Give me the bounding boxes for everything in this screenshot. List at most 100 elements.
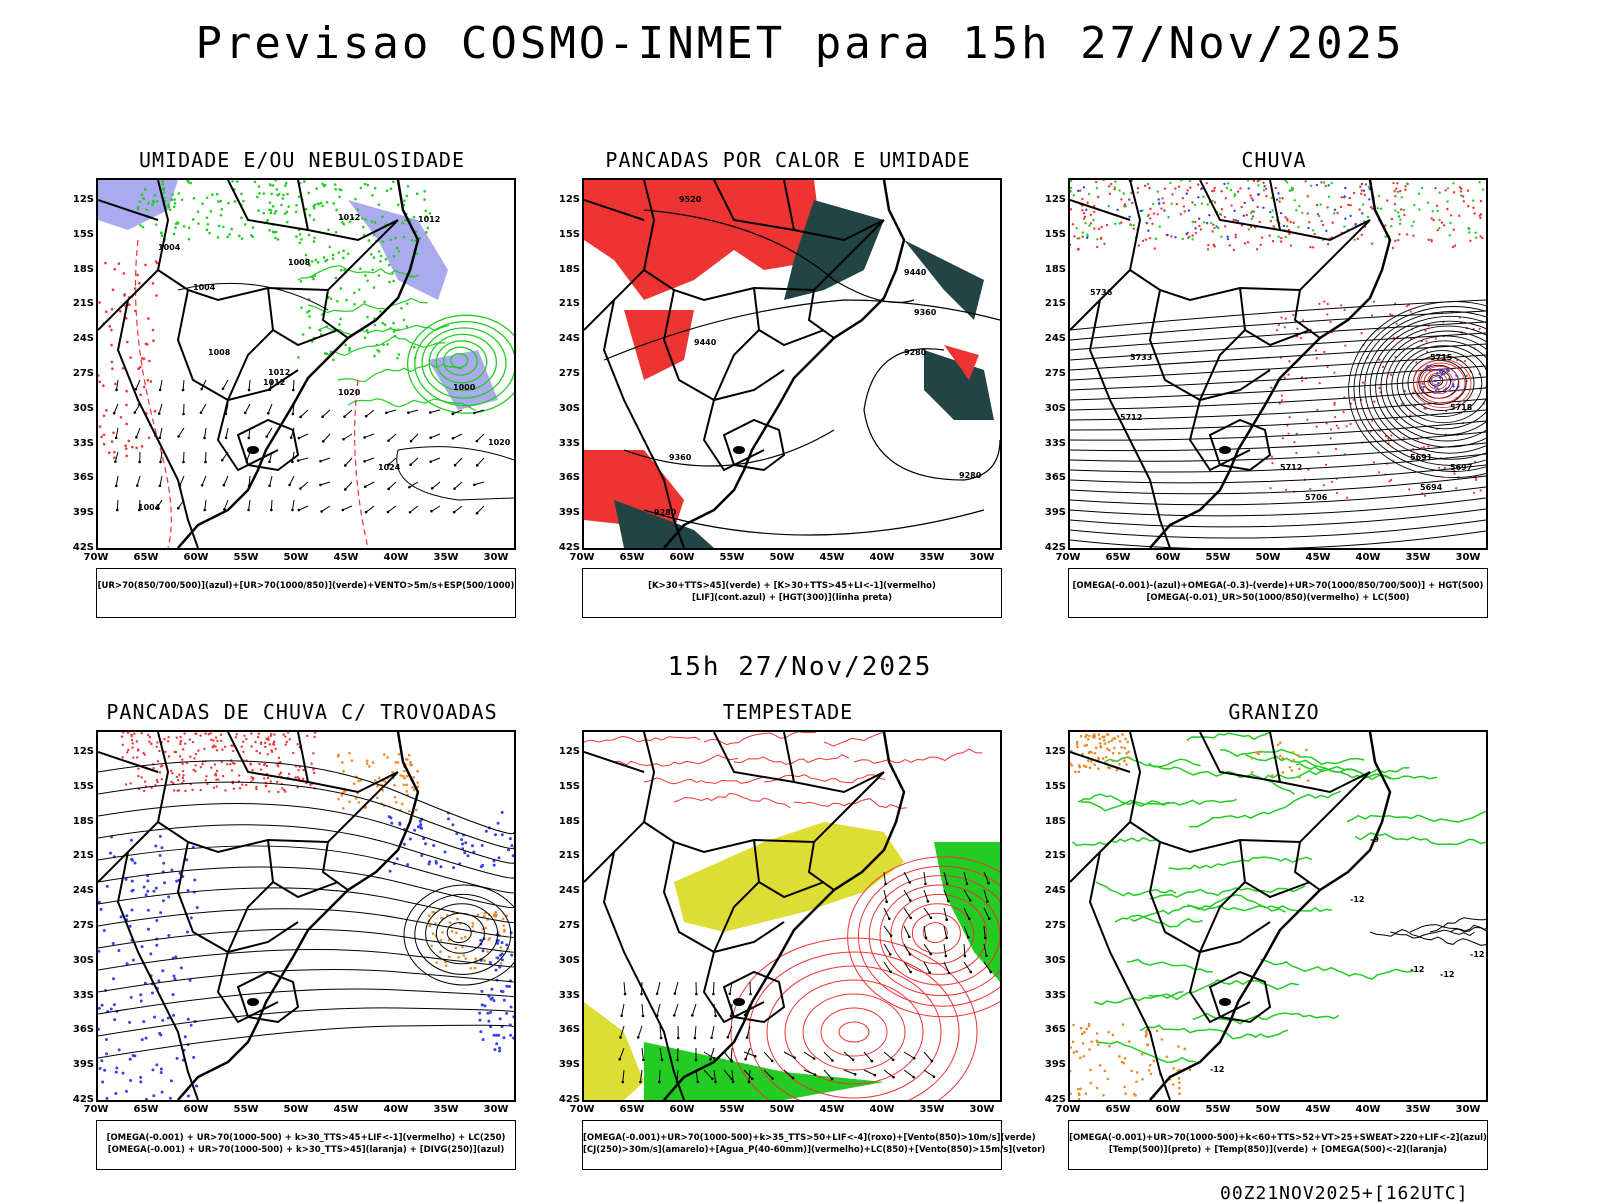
lon-tick-label: 35W	[912, 1104, 952, 1115]
lon-tick-label: 45W	[1298, 552, 1338, 563]
lat-tick-label: 33S	[64, 990, 94, 1001]
map-canvas	[98, 732, 514, 1100]
lat-tick-label: 36S	[550, 1024, 580, 1035]
lon-tick-label: 60W	[1148, 552, 1188, 563]
contour-label: 1024	[378, 463, 401, 472]
lon-tick-label: 35W	[1398, 552, 1438, 563]
contour-label: -12	[1410, 965, 1424, 974]
lon-tick-label: 70W	[1048, 1104, 1088, 1115]
lon-tick-label: 55W	[226, 1104, 266, 1115]
contour-label: 9440	[904, 268, 927, 277]
contour-label: 9360	[669, 453, 692, 462]
lon-tick-label: 30W	[476, 1104, 516, 1115]
lon-tick-label: 30W	[1448, 552, 1488, 563]
lat-tick-label: 15S	[550, 781, 580, 792]
map-canvas	[584, 732, 1000, 1100]
lat-tick-label: 18S	[64, 816, 94, 827]
panel-legend: [OMEGA(-0.001)+UR>70(1000-500)+k>35_TTS>…	[582, 1120, 1002, 1170]
lon-tick-label: 60W	[176, 552, 216, 563]
map-granizo: -12-12-12-12-12-9	[1068, 730, 1488, 1102]
lon-tick-label: 40W	[376, 552, 416, 563]
lon-tick-label: 40W	[862, 1104, 902, 1115]
legend-line: [K>30+TTS>45](verde) + [K>30+TTS>45+LI<-…	[583, 580, 1001, 592]
contour-label: 1012	[418, 215, 440, 224]
lat-tick-label: 30S	[1036, 403, 1066, 414]
contour-label: 1008	[288, 258, 311, 267]
panel-trovoadas: PANCADAS DE CHUVA C/ TROVOADAS [OMEGA(-0…	[52, 700, 552, 1200]
lon-tick-label: 65W	[126, 552, 166, 563]
lat-tick-label: 33S	[1036, 438, 1066, 449]
lon-tick-label: 45W	[812, 552, 852, 563]
lon-tick-label: 65W	[126, 1104, 166, 1115]
lat-tick-label: 27S	[1036, 920, 1066, 931]
lon-tick-label: 60W	[176, 1104, 216, 1115]
contour-label: 1004	[193, 283, 216, 292]
lon-tick-label: 70W	[76, 1104, 116, 1115]
contour-label: 5733	[1130, 353, 1152, 362]
lat-tick-label: 39S	[1036, 507, 1066, 518]
lon-tick-label: 50W	[1248, 1104, 1288, 1115]
lon-tick-label: 35W	[426, 552, 466, 563]
contour-label: 1012	[268, 368, 290, 377]
lat-tick-label: 15S	[64, 229, 94, 240]
forecast-time-label: 15h 27/Nov/2025	[0, 652, 1600, 682]
contour-label: 9280	[904, 348, 927, 357]
lat-tick-label: 39S	[64, 1059, 94, 1070]
lat-tick-label: 18S	[64, 264, 94, 275]
contour-label: 1020	[488, 438, 511, 447]
contour-label: 1020	[338, 388, 361, 397]
lon-tick-label: 30W	[962, 1104, 1002, 1115]
contour-label: 1012	[338, 213, 360, 222]
lat-tick-label: 30S	[1036, 955, 1066, 966]
lon-tick-label: 60W	[1148, 1104, 1188, 1115]
lat-tick-label: 21S	[64, 850, 94, 861]
panel-legend: [OMEGA(-0.001)+UR>70(1000-500)+k<60+TTS>…	[1068, 1120, 1488, 1170]
lon-tick-label: 40W	[376, 1104, 416, 1115]
lon-tick-label: 40W	[862, 552, 902, 563]
lat-tick-label: 27S	[64, 920, 94, 931]
lat-tick-label: 33S	[1036, 990, 1066, 1001]
lat-tick-label: 39S	[550, 1059, 580, 1070]
lat-tick-label: 36S	[1036, 1024, 1066, 1035]
contour-label: 5712	[1280, 463, 1302, 472]
lon-tick-label: 50W	[276, 552, 316, 563]
lat-tick-label: 27S	[550, 368, 580, 379]
contour-label: 5718	[1450, 403, 1473, 412]
lat-tick-label: 15S	[1036, 229, 1066, 240]
lon-tick-label: 50W	[1248, 552, 1288, 563]
contour-label: 9520	[679, 195, 702, 204]
contour-label: 1008	[208, 348, 231, 357]
legend-line: [LIF](cont.azul) + [HGT(300)](linha pret…	[583, 592, 1001, 604]
lon-tick-label: 60W	[662, 552, 702, 563]
panel-legend: [K>30+TTS>45](verde) + [K>30+TTS>45+LI<-…	[582, 568, 1002, 618]
lat-tick-label: 12S	[1036, 194, 1066, 205]
panel-legend: [OMEGA(-0.001)-(azul)+OMEGA(-0.3)-(verde…	[1068, 568, 1488, 618]
lon-tick-label: 55W	[712, 1104, 752, 1115]
lat-tick-label: 24S	[1036, 885, 1066, 896]
lon-tick-label: 65W	[1098, 1104, 1138, 1115]
contour-label: -12	[1350, 895, 1364, 904]
lon-tick-label: 50W	[762, 552, 802, 563]
contour-label: 5712	[1120, 413, 1142, 422]
panel-title: CHUVA	[1024, 148, 1524, 172]
legend-line: [Temp(500)](preto) + [Temp(850)](verde) …	[1069, 1144, 1487, 1156]
lon-tick-label: 45W	[326, 552, 366, 563]
lon-tick-label: 40W	[1348, 552, 1388, 563]
contour-label: 5691	[1410, 453, 1433, 462]
lon-tick-label: 45W	[812, 1104, 852, 1115]
main-title: Previsao COSMO-INMET para 15h 27/Nov/202…	[0, 18, 1600, 69]
lon-tick-label: 30W	[962, 552, 1002, 563]
lat-tick-label: 24S	[550, 885, 580, 896]
map-tempestade	[582, 730, 1002, 1102]
lat-tick-label: 30S	[64, 955, 94, 966]
lat-tick-label: 18S	[550, 816, 580, 827]
panel-title: GRANIZO	[1024, 700, 1524, 724]
lon-tick-label: 55W	[712, 552, 752, 563]
panel-granizo: GRANIZO -12-12-12-12-12-9 [OMEGA(-0.001)…	[1024, 700, 1524, 1200]
